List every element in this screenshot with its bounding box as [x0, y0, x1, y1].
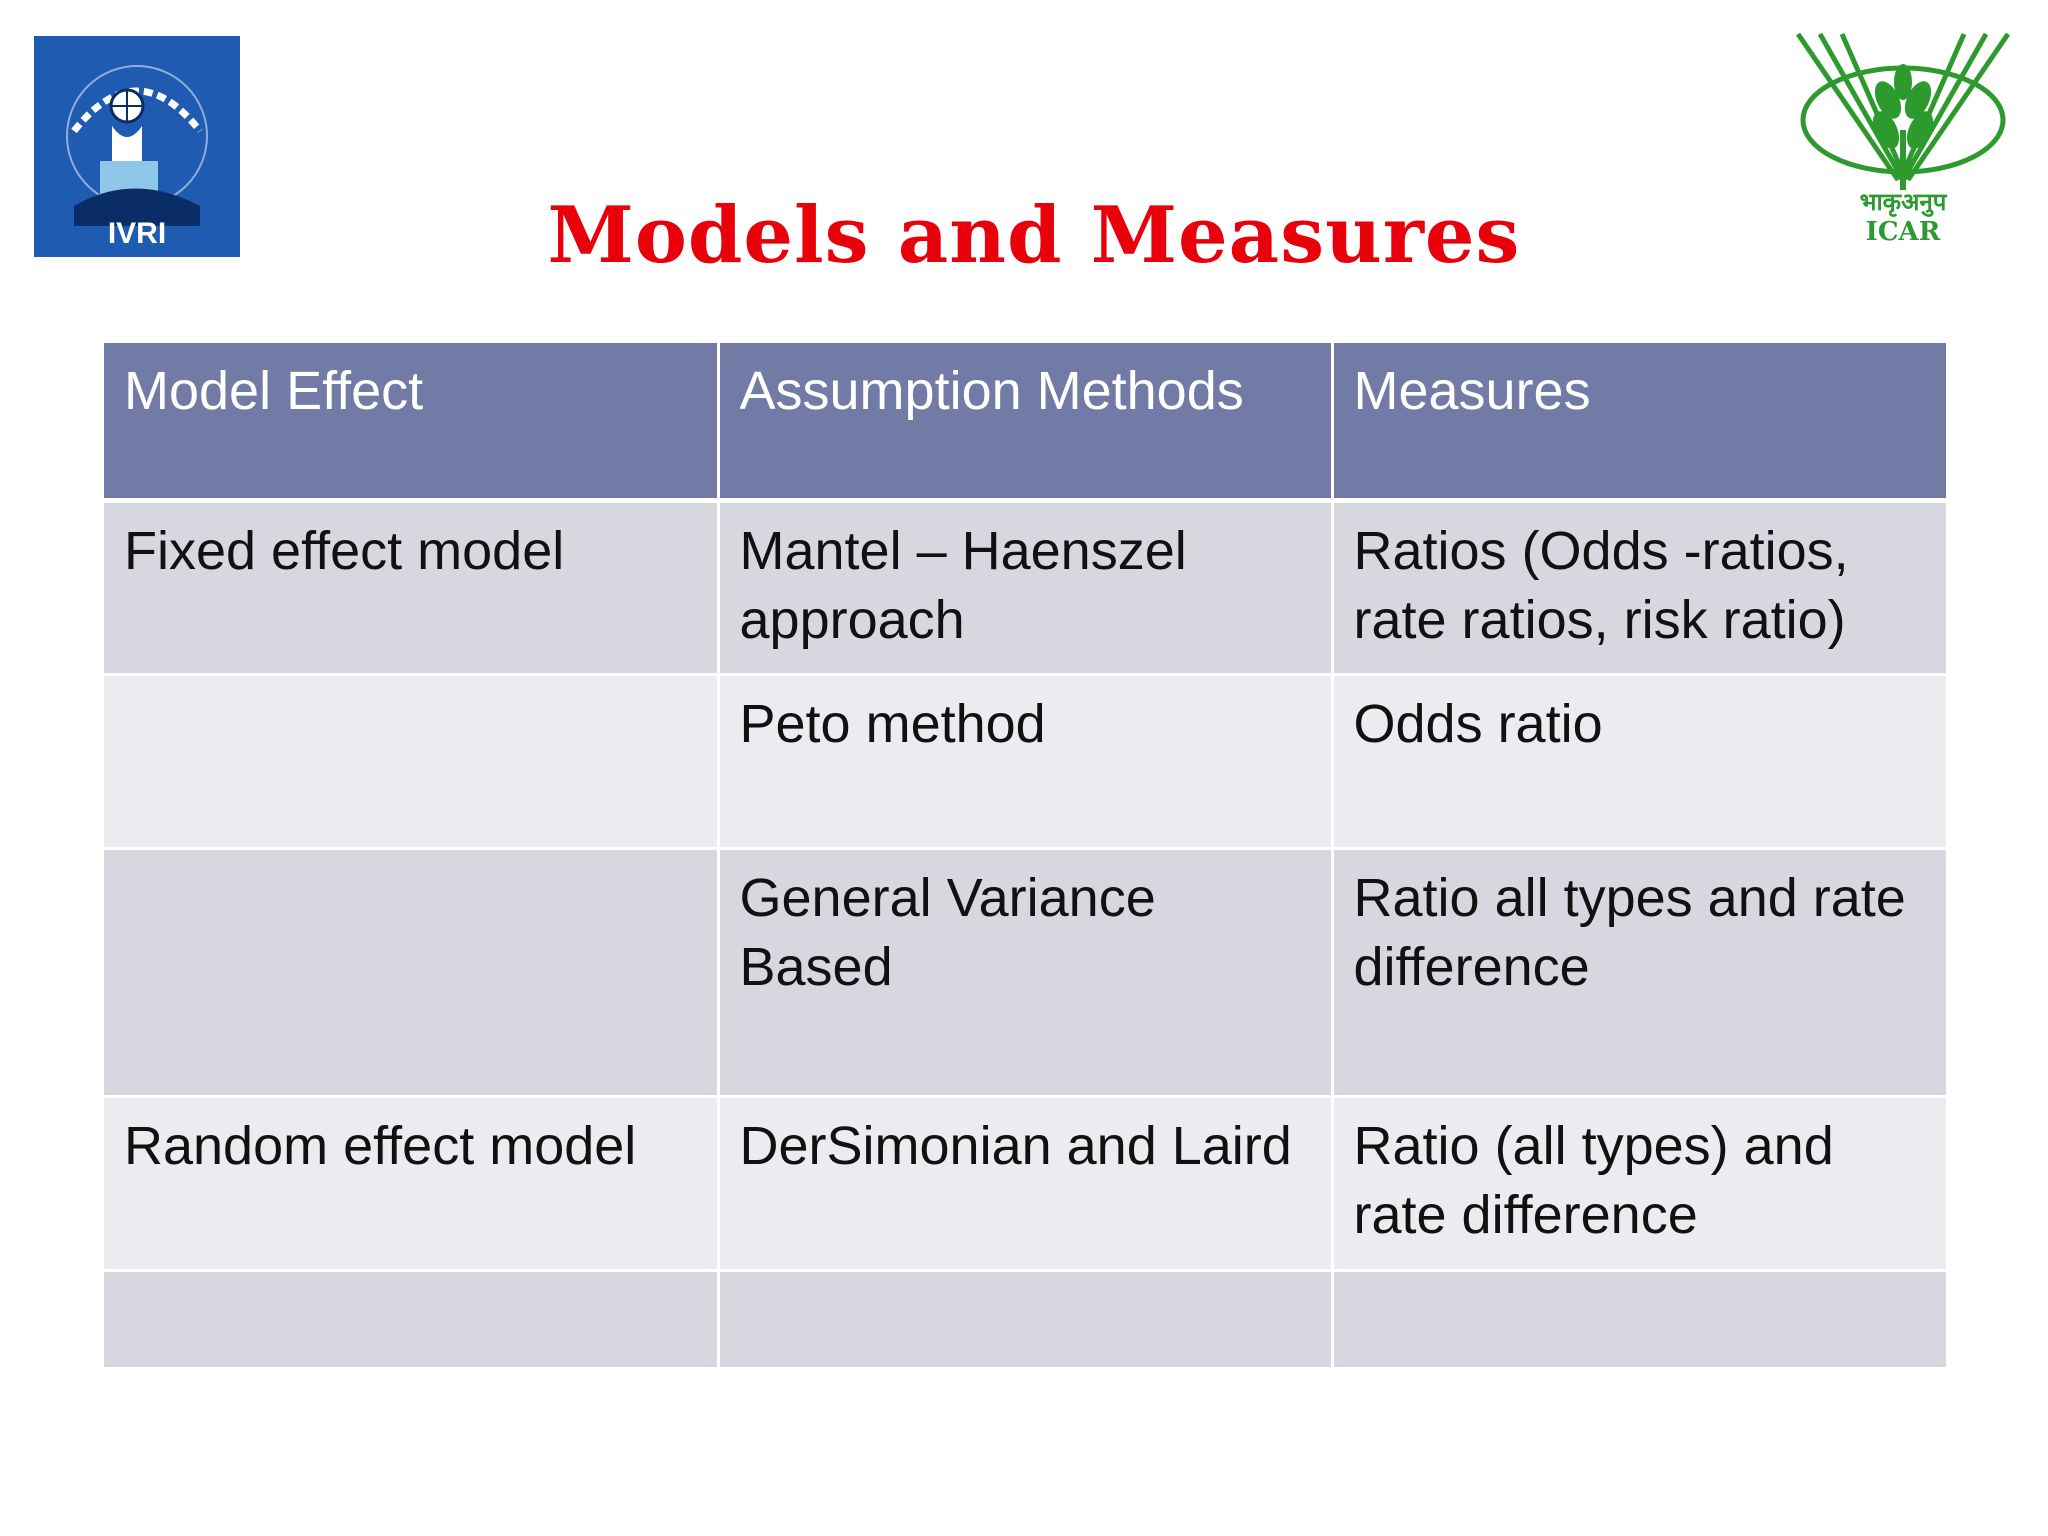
- table-cell: [718, 1270, 1334, 1370]
- table-row: [104, 1270, 1946, 1370]
- slide-title-wrap: Models and Measures: [0, 190, 2048, 281]
- table-row: General Variance Based Ratio all types a…: [104, 848, 1946, 1098]
- table-cell: [1332, 1270, 1946, 1370]
- table-cell: Fixed effect model: [104, 500, 720, 676]
- ivri-logo-icon: IVRI: [34, 36, 240, 257]
- header-assumption-methods: Assumption Methods: [718, 343, 1334, 503]
- table-cell: Peto method: [718, 674, 1334, 850]
- table-cell: Ratio (all types) and rate difference: [1332, 1096, 1946, 1272]
- table-cell: [104, 674, 720, 850]
- icar-logo-icon: भाकृअनुप ICAR: [1788, 30, 2018, 250]
- slide-title: Models and Measures: [547, 190, 1521, 281]
- icar-logo-label: ICAR: [1866, 217, 1941, 247]
- header-model-effect: Model Effect: [104, 343, 720, 503]
- table-row: Fixed effect model Mantel – Haenszel app…: [104, 500, 1946, 676]
- table-cell: Ratios (Odds -ratios, rate ratios, risk …: [1332, 500, 1946, 676]
- ivri-logo-label: IVRI: [108, 217, 166, 250]
- table-cell: General Variance Based: [718, 848, 1334, 1098]
- table-cell: Odds ratio: [1332, 674, 1946, 850]
- header-measures: Measures: [1332, 343, 1946, 503]
- icar-logo-hindi: भाकृअनुप: [1860, 188, 1948, 217]
- table-cell: Ratio all types and rate difference: [1332, 848, 1946, 1098]
- table-cell: DerSimonian and Laird: [718, 1096, 1334, 1272]
- table-cell: Random effect model: [104, 1096, 720, 1272]
- table-cell: [104, 1270, 720, 1370]
- table-cell: Mantel – Haenszel approach: [718, 500, 1334, 676]
- table-cell: [104, 848, 720, 1098]
- models-measures-table: Model Effect Assumption Methods Measures…: [104, 343, 1946, 1370]
- table-header-row: Model Effect Assumption Methods Measures: [104, 343, 1946, 503]
- table-row: Peto method Odds ratio: [104, 674, 1946, 850]
- table-row: Random effect model DerSimonian and Lair…: [104, 1096, 1946, 1272]
